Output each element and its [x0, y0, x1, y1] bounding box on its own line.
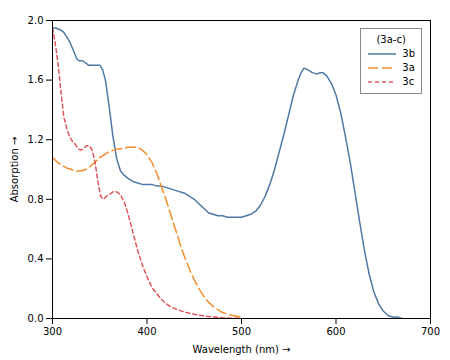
- svg-text:500: 500: [232, 326, 251, 337]
- svg-text:2.0: 2.0: [28, 15, 44, 26]
- svg-text:0.0: 0.0: [28, 313, 44, 324]
- svg-text:300: 300: [43, 326, 62, 337]
- svg-text:400: 400: [137, 326, 156, 337]
- svg-text:1.6: 1.6: [28, 74, 44, 85]
- svg-text:Absorption →: Absorption →: [9, 137, 20, 203]
- svg-text:700: 700: [421, 326, 440, 337]
- svg-text:0.8: 0.8: [28, 194, 44, 205]
- html-text:3a: 3a: [402, 62, 415, 73]
- html-text:3b: 3b: [402, 48, 415, 59]
- svg-text:1.2: 1.2: [28, 134, 44, 145]
- svg-text:600: 600: [326, 326, 345, 337]
- html-text:(3a-c): (3a-c): [376, 34, 406, 45]
- html-text:3c: 3c: [402, 76, 415, 87]
- svg-text:0.4: 0.4: [28, 253, 44, 264]
- svg-text:Wavelength (nm) →: Wavelength (nm) →: [193, 344, 291, 355]
